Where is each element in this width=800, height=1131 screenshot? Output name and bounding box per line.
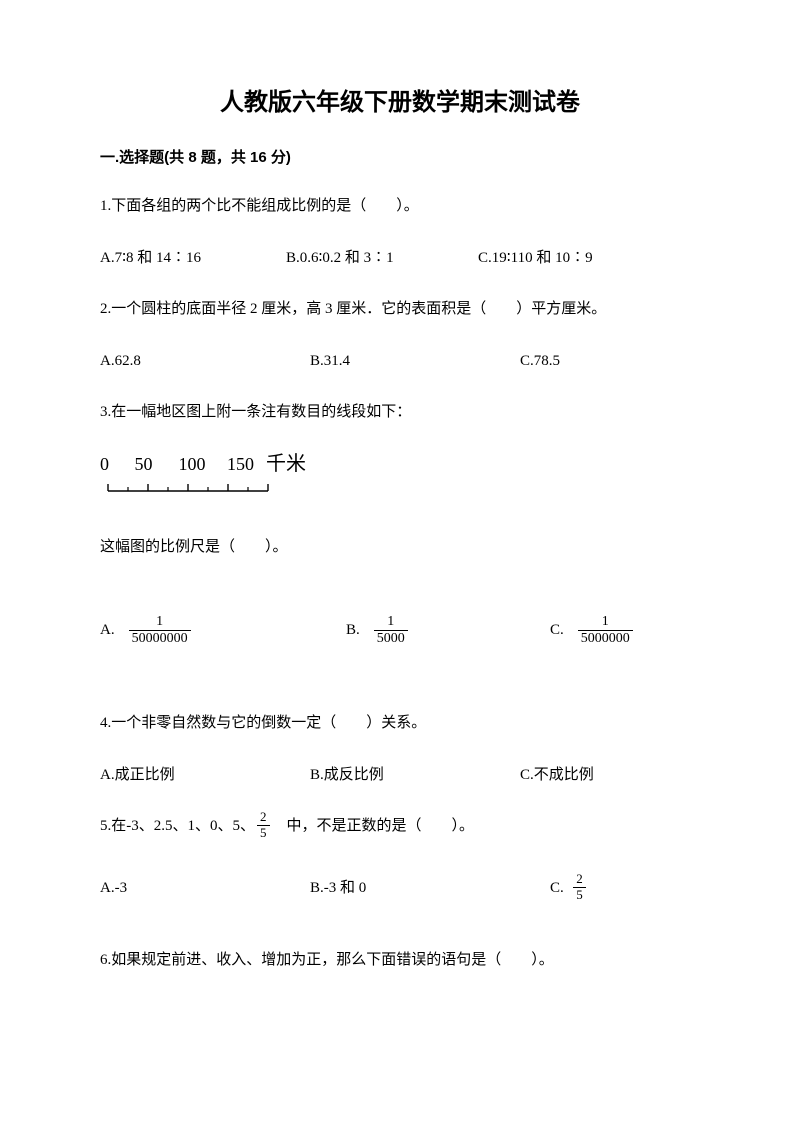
question-6-text: 6.如果规定前进、收入、增加为正，那么下面错误的语句是（ ）。 [100, 944, 700, 977]
q5-c-num: 2 [573, 872, 586, 887]
q5-frac-num: 2 [257, 810, 270, 825]
scale-label-150: 150 [220, 451, 262, 478]
q1-option-b: B.0.6∶0.2 和 3∶1 [286, 243, 478, 273]
q5-c-den: 5 [573, 887, 586, 903]
q3-a-num: 1 [153, 614, 166, 630]
q5-option-c: C. 2 5 [550, 873, 700, 904]
q5-pre: 5.在-3、2.5、1、0、5、 [100, 810, 255, 843]
q3-option-a: A. 1 50000000 [100, 614, 346, 647]
q3-c-label: C. [550, 619, 564, 642]
q3-c-fraction: 1 5000000 [578, 614, 633, 647]
q2-option-a: A.62.8 [100, 346, 310, 376]
scale-unit: 千米 [266, 449, 306, 479]
q3-option-c: C. 1 5000000 [550, 614, 700, 647]
section-heading: 一.选择题(共 8 题，共 16 分) [100, 147, 700, 170]
question-4-text: 4.一个非零自然数与它的倒数一定（ ）关系。 [100, 707, 700, 740]
q3-b-den: 5000 [374, 630, 408, 647]
q3-a-fraction: 1 50000000 [129, 614, 191, 647]
q5-option-b: B.-3 和 0 [310, 877, 550, 900]
question-2-options: A.62.8 B.31.4 C.78.5 [100, 346, 700, 376]
q3-a-den: 50000000 [129, 630, 191, 647]
question-1-options: A.7∶8 和 14∶16 B.0.6∶0.2 和 3∶1 C.19∶110 和… [100, 243, 700, 273]
q5-c-label: C. [550, 877, 564, 900]
q2-option-b: B.31.4 [310, 346, 520, 376]
q5-c-fraction: 2 5 [573, 872, 586, 903]
q3-b-label: B. [346, 619, 360, 642]
q3-option-b: B. 1 5000 [346, 614, 550, 647]
q1-option-c: C.19∶110 和 10∶9 [478, 243, 700, 273]
q2-option-c: C.78.5 [520, 346, 700, 376]
question-4-options: A.成正比例 B.成反比例 C.不成比例 [100, 760, 700, 790]
scale-label-0: 0 [100, 451, 118, 478]
scale-bar-svg [100, 482, 290, 494]
scale-label-100: 100 [169, 451, 215, 478]
q4-option-c: C.不成比例 [520, 760, 700, 790]
q4-option-b: B.成反比例 [310, 760, 520, 790]
q3-b-num: 1 [384, 614, 397, 630]
question-5-text: 5.在-3、2.5、1、0、5、 2 5 中，不是正数的是（ ）。 [100, 810, 700, 843]
q5-fraction: 2 5 [257, 810, 270, 841]
scale-ruler: 0 50 100 150 千米 [100, 449, 700, 502]
question-5-options: A.-3 B.-3 和 0 C. 2 5 [100, 873, 700, 904]
question-3-text2: 这幅图的比例尺是（ ）。 [100, 531, 700, 564]
q1-option-a: A.7∶8 和 14∶16 [100, 243, 286, 273]
q3-c-den: 5000000 [578, 630, 633, 647]
q3-c-num: 1 [599, 614, 612, 630]
question-2-text: 2.一个圆柱的底面半径 2 厘米，高 3 厘米．它的表面积是（ ）平方厘米。 [100, 293, 700, 326]
q5-post: 中，不是正数的是（ ）。 [272, 810, 475, 843]
question-1-text: 1.下面各组的两个比不能组成比例的是（ ）。 [100, 190, 700, 223]
scale-label-50: 50 [123, 451, 165, 478]
q3-b-fraction: 1 5000 [374, 614, 408, 647]
page-title: 人教版六年级下册数学期末测试卷 [100, 85, 700, 121]
q5-frac-den: 5 [257, 825, 270, 841]
question-3-options: A. 1 50000000 B. 1 5000 C. 1 5000000 [100, 614, 700, 647]
question-3-text: 3.在一幅地区图上附一条注有数目的线段如下： [100, 396, 700, 429]
q5-option-a: A.-3 [100, 877, 310, 900]
q3-a-label: A. [100, 619, 115, 642]
q4-option-a: A.成正比例 [100, 760, 310, 790]
